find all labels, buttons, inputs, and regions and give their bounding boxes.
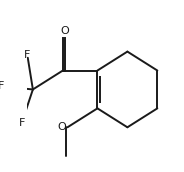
Text: F: F: [0, 81, 4, 91]
Text: O: O: [57, 122, 66, 132]
Text: F: F: [19, 118, 25, 128]
Text: F: F: [24, 50, 31, 60]
Text: O: O: [60, 26, 69, 36]
